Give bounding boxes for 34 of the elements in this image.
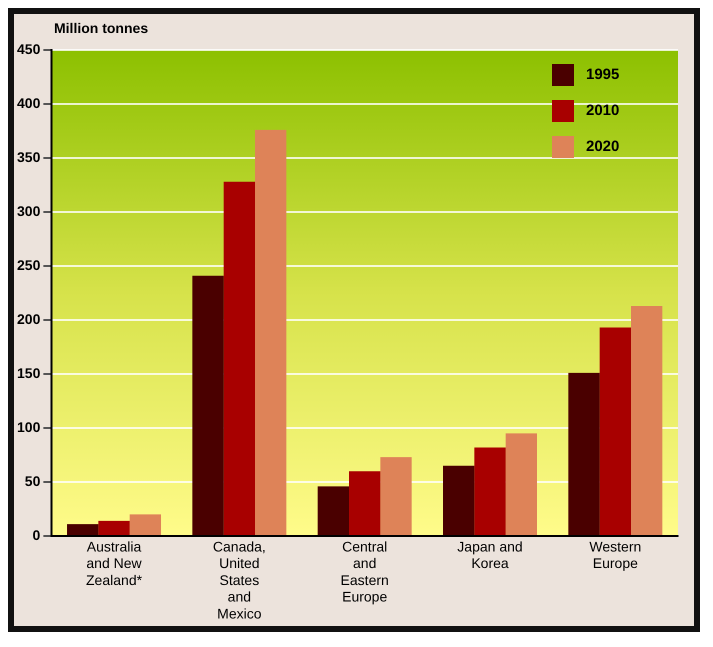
y-tick-label: 400: [17, 94, 41, 111]
x-tick-label: Central and Eastern Europe: [340, 538, 389, 605]
x-tick-label: Japan and Korea: [457, 538, 523, 572]
y-axis-title: Million tonnes: [53, 19, 150, 38]
bar: [349, 471, 380, 535]
bar: [255, 130, 286, 535]
bar: [130, 514, 162, 535]
legend-label: 2020: [586, 138, 620, 156]
bar: [600, 328, 631, 535]
y-tick-label: 250: [17, 256, 41, 273]
y-tick-label: 200: [17, 310, 41, 327]
y-tick-label: 50: [24, 472, 41, 489]
y-tick-label: 0: [32, 526, 41, 543]
bar: [318, 486, 350, 535]
bar: [224, 182, 256, 535]
y-tick-label: 100: [17, 418, 41, 435]
legend-label: 1995: [586, 66, 620, 84]
bar: [568, 372, 600, 535]
bar: [380, 457, 412, 535]
bar: [474, 447, 506, 535]
y-tick-label: 450: [17, 40, 41, 57]
x-tick-label: Canada, United States and Mexico: [212, 538, 266, 622]
bar: [443, 466, 474, 535]
legend-label: 2010: [586, 102, 620, 120]
y-tick-label: 150: [17, 364, 41, 381]
bar: [98, 520, 130, 535]
x-tick-label: Western Europe: [589, 538, 642, 572]
bar: [67, 524, 98, 535]
bar: [192, 276, 224, 535]
y-tick-label: 300: [17, 202, 41, 219]
x-tick-label: Australia and New Zealand*: [86, 538, 143, 588]
bar: [631, 306, 662, 535]
bar: [506, 433, 538, 535]
y-tick-label: 350: [17, 148, 41, 165]
